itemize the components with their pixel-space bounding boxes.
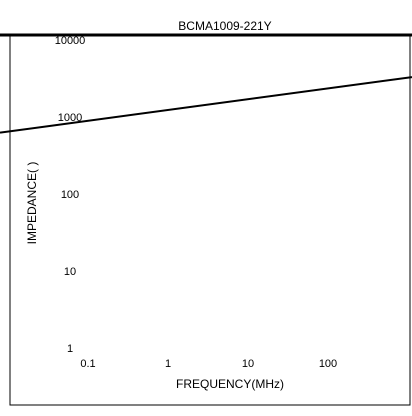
y-tick-label: 10000 [55,35,86,47]
x-tick-label: 10 [242,358,254,370]
series-group [0,76,412,134]
y-tick-label: 1000 [58,112,82,124]
y-tick-label: 1 [67,343,73,355]
y-tick-label: 10 [64,266,76,278]
x-tick-label: 100 [319,358,337,370]
y-tick-label: 100 [61,189,79,201]
x-tick-labels: 0.1 1 10 100 [80,358,337,370]
x-axis-label: FREQUENCY(MHz) [176,377,284,391]
chart-title: BCMA1009-221Y [178,19,271,33]
x-tick-label: 1 [165,358,171,370]
impedance-series-line [0,76,412,134]
x-tick-label: 0.1 [80,358,95,370]
y-axis-label: IMPEDANCE( ) [25,162,39,245]
y-tick-labels: 1 10 100 1000 10000 [55,35,86,355]
